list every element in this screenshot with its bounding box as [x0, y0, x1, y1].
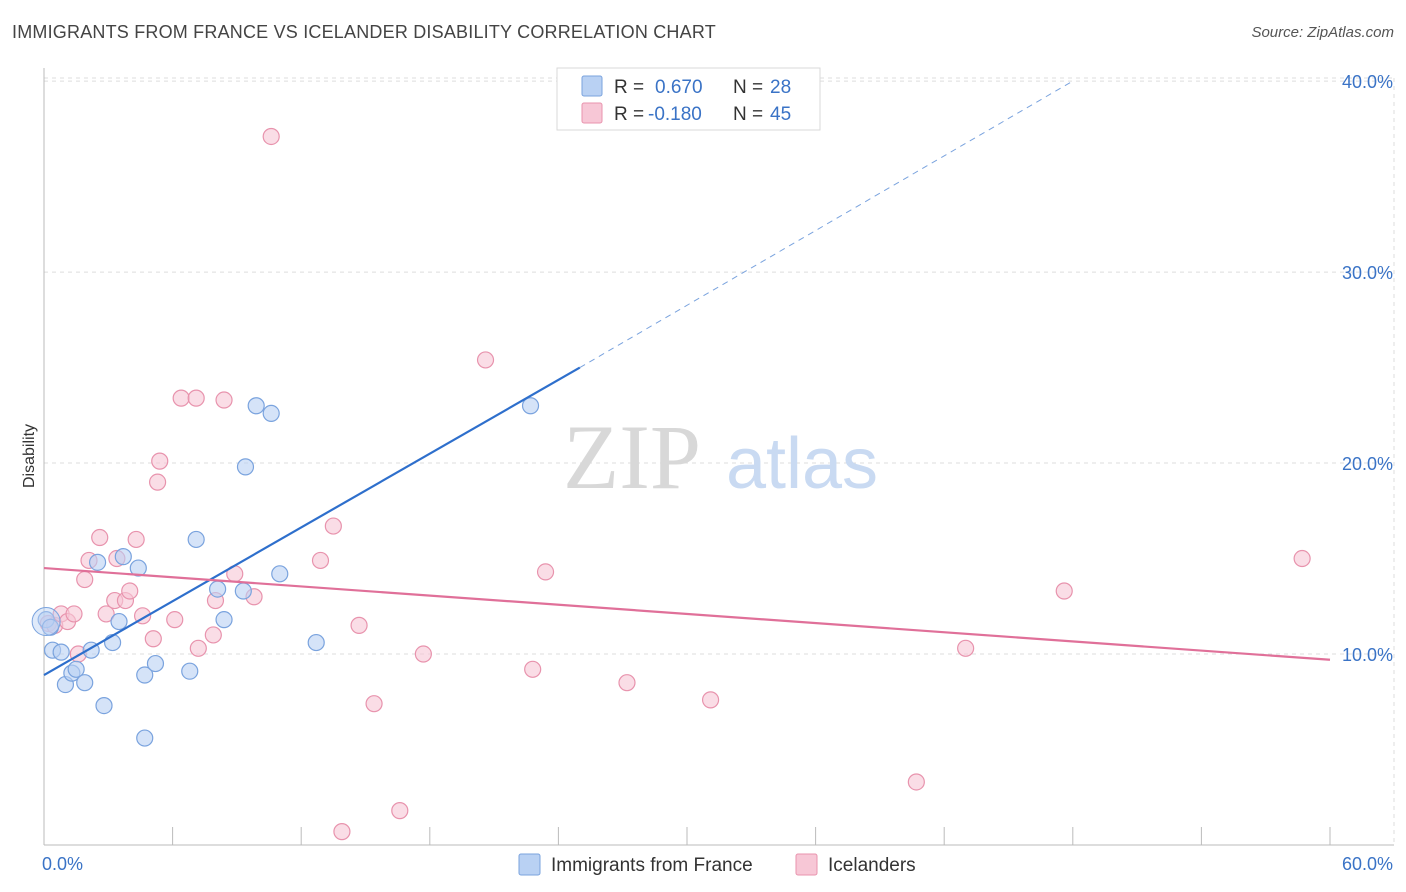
icelanders-point	[333, 823, 351, 841]
correlation-legend: R = 0.670 N = 28 R = -0.180 N = 45	[556, 67, 821, 131]
france-point	[521, 397, 540, 415]
icelanders-point	[151, 452, 169, 470]
icelanders-point	[187, 389, 205, 407]
y-axis-label: Disability	[21, 424, 38, 488]
icelanders-point	[91, 528, 109, 547]
france-trend-line	[43, 366, 581, 676]
france-point	[187, 530, 205, 549]
x-tick-label-max: 60.0%	[1342, 854, 1393, 874]
legend-pink-n-label: N =	[733, 104, 763, 125]
icelanders-point	[144, 630, 162, 648]
icelanders-point	[1293, 549, 1311, 568]
france-point	[110, 612, 128, 631]
france-point	[88, 553, 107, 571]
icelanders-point	[172, 389, 190, 407]
icelanders-trend-line	[43, 566, 1331, 661]
icelanders-point	[189, 639, 207, 657]
france-point	[76, 674, 94, 692]
icelanders-point	[524, 660, 542, 678]
france-point	[114, 548, 132, 566]
france-point	[136, 666, 154, 684]
icelanders-point	[97, 605, 115, 623]
legend-pink-r-label: R =	[614, 104, 644, 125]
icelanders-point	[618, 674, 636, 692]
icelanders-point	[701, 691, 720, 709]
y-tick-label: 20.0%	[1342, 454, 1393, 474]
france-points	[31, 397, 540, 747]
france-point	[146, 654, 165, 673]
france-point	[236, 458, 255, 476]
icelanders-point	[350, 616, 368, 634]
france-point	[52, 643, 70, 661]
axes	[43, 68, 1394, 846]
watermark-atlas: atlas	[726, 424, 878, 504]
france-point-cluster	[31, 607, 61, 637]
icelanders-point	[166, 611, 184, 629]
tick-labels: 10.0% 20.0% 30.0% 40.0% 0.0% 60.0%	[42, 72, 1393, 874]
icelanders-point	[324, 517, 342, 535]
france-point	[215, 611, 233, 629]
legend-blue-n-value: 28	[770, 77, 791, 98]
legend-pink-n-value: 45	[770, 104, 791, 125]
france-point	[234, 582, 252, 600]
legend-pink-swatch	[581, 102, 603, 124]
france-point	[136, 729, 154, 747]
legend-blue-n-label: N =	[733, 77, 763, 98]
bottom-legend-france: Immigrants from France	[551, 855, 753, 876]
icelanders-point	[204, 626, 222, 644]
icelanders-point	[127, 530, 145, 549]
france-point	[271, 565, 289, 583]
x-tick-label-min: 0.0%	[42, 854, 83, 874]
icelanders-point	[311, 551, 330, 570]
legend-pink-r-value: -0.180	[648, 104, 702, 125]
icelanders-point	[215, 391, 233, 409]
france-point	[307, 633, 325, 652]
icelanders-point	[907, 773, 925, 791]
source-label: Source: ZipAtlas.com	[1251, 24, 1394, 41]
legend-blue-r-value: 0.670	[655, 77, 703, 98]
france-point	[95, 696, 113, 715]
trend-lines	[43, 80, 1331, 676]
series-legend: Immigrants from France Icelanders	[518, 853, 916, 876]
france-point	[129, 559, 147, 577]
france-trend-extension	[579, 80, 1074, 368]
icelanders-point	[1055, 582, 1073, 600]
france-point	[103, 633, 122, 652]
watermark-zip: ZIP	[563, 406, 701, 508]
icelanders-point	[414, 645, 432, 663]
france-point	[181, 662, 199, 680]
icelanders-point	[536, 563, 555, 581]
icelanders-point	[262, 127, 280, 146]
y-tick-label: 40.0%	[1342, 72, 1393, 92]
france-point	[209, 580, 227, 598]
france-point	[67, 660, 85, 678]
france-point	[247, 397, 265, 415]
chart-title: IMMIGRANTS FROM FRANCE VS ICELANDER DISA…	[12, 22, 716, 42]
y-tick-label: 30.0%	[1342, 263, 1393, 283]
icelanders-point	[76, 570, 94, 589]
france-point	[262, 404, 280, 422]
icelanders-point	[957, 639, 975, 657]
y-tick-label: 10.0%	[1342, 645, 1393, 665]
icelanders-point	[65, 605, 83, 623]
legend-blue-r-label: R =	[614, 77, 644, 98]
icelanders-point	[365, 695, 383, 713]
bottom-legend-blue-swatch	[518, 853, 541, 876]
icelanders-point	[391, 802, 409, 820]
bottom-legend-pink-swatch	[795, 853, 818, 876]
legend-blue-swatch	[581, 75, 603, 97]
icelanders-point	[121, 582, 139, 600]
icelanders-point	[476, 351, 495, 369]
icelanders-point	[148, 473, 167, 491]
bottom-legend-icelanders: Icelanders	[828, 855, 916, 876]
